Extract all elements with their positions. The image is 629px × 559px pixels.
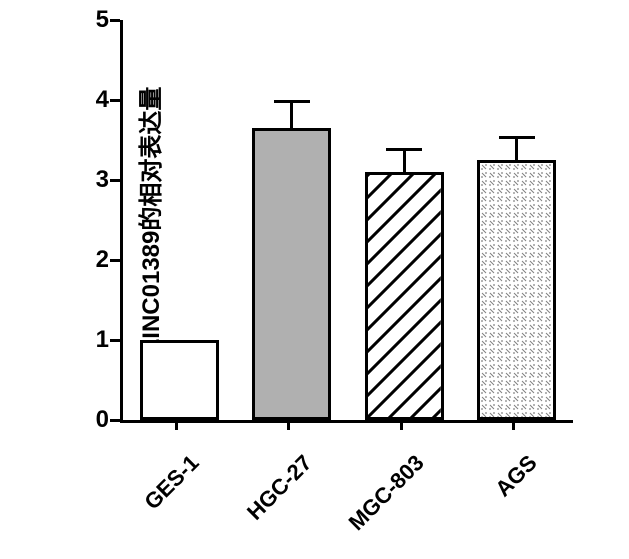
y-tick — [110, 19, 120, 22]
y-tick-label: 5 — [79, 6, 109, 34]
y-tick-label: 0 — [79, 406, 109, 434]
bar-AGS — [477, 160, 556, 420]
error-bar — [515, 136, 518, 160]
y-tick-label: 3 — [79, 166, 109, 194]
error-cap — [499, 136, 535, 139]
chart-container: LINC01389的相对表达量 012345 GES-1HGC-27MGC-80… — [0, 0, 629, 559]
y-tick — [110, 419, 120, 422]
y-tick-label: 2 — [79, 246, 109, 274]
y-tick — [110, 259, 120, 262]
error-bar — [290, 100, 293, 128]
x-tick-label-GES-1: GES-1 — [108, 450, 204, 546]
y-tick — [110, 179, 120, 182]
y-tick — [110, 339, 120, 342]
error-cap — [274, 100, 310, 103]
x-tick — [512, 420, 515, 430]
x-tick — [287, 420, 290, 430]
plot-area — [120, 20, 573, 423]
x-tick-label-HGC-27: HGC-27 — [221, 450, 317, 546]
x-tick — [175, 420, 178, 430]
x-tick — [400, 420, 403, 430]
y-tick-label: 1 — [79, 326, 109, 354]
bar-HGC-27 — [252, 128, 331, 420]
error-bar — [403, 148, 406, 172]
x-tick-label-MGC-803: MGC-803 — [333, 450, 429, 546]
error-cap — [386, 148, 422, 151]
y-tick — [110, 99, 120, 102]
bar-MGC-803 — [365, 172, 444, 420]
y-tick-label: 4 — [79, 86, 109, 114]
x-tick-label-AGS: AGS — [446, 450, 542, 546]
bar-GES-1 — [140, 340, 219, 420]
